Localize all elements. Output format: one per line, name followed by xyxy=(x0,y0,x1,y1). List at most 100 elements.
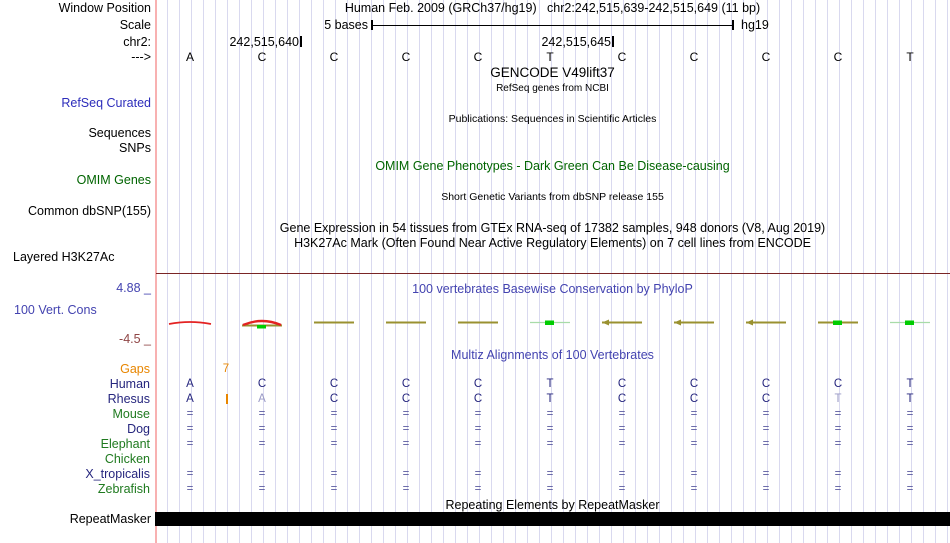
sequence-base: C xyxy=(689,50,699,64)
alignment-cell: = xyxy=(546,423,554,435)
track-title-multiz[interactable]: Multiz Alignments of 100 Vertebrates xyxy=(451,348,654,362)
track-label-chr2-[interactable]: chr2: xyxy=(123,35,151,49)
gridline xyxy=(923,0,924,543)
species-label-human[interactable]: Human xyxy=(109,377,150,391)
alignment-cell: = xyxy=(546,483,554,495)
track-label-common-dbsnp-155-[interactable]: Common dbSNP(155) xyxy=(28,204,151,218)
species-label-rhesus[interactable]: Rhesus xyxy=(107,392,150,406)
track-title-gtex[interactable]: Gene Expression in 54 tissues from GTEx … xyxy=(279,221,826,235)
track-title-publications[interactable]: Publications: Sequences in Scientific Ar… xyxy=(448,113,657,125)
sequence-base: A xyxy=(185,50,194,64)
species-label-gaps[interactable]: Gaps xyxy=(120,362,150,376)
conservation-mark xyxy=(598,315,646,329)
species-label-zebrafish[interactable]: Zebrafish xyxy=(97,482,150,496)
alignment-cell: = xyxy=(546,438,554,450)
gridline xyxy=(467,0,468,543)
track-title-refseq[interactable]: RefSeq genes from NCBI xyxy=(496,83,609,94)
track-title-conservation[interactable]: 100 vertebrates Basewise Conservation by… xyxy=(412,282,693,296)
species-label-mouse[interactable]: Mouse xyxy=(112,407,150,421)
alignment-cell: = xyxy=(762,483,770,495)
alignment-cell: = xyxy=(186,408,194,420)
track-label-omim-genes[interactable]: OMIM Genes xyxy=(76,173,151,187)
gridline xyxy=(551,0,552,543)
gridline xyxy=(275,0,276,543)
gridline xyxy=(347,0,348,543)
alignment-cell: C xyxy=(401,393,411,405)
track-label-refseq-curated[interactable]: RefSeq Curated xyxy=(61,96,151,110)
position-tick-left xyxy=(300,36,302,47)
species-label-elephant[interactable]: Elephant xyxy=(100,437,150,451)
track-label--[interactable]: ---> xyxy=(131,50,151,64)
gridline xyxy=(623,0,624,543)
browser-position-title: Human Feb. 2009 (GRCh37/hg19) chr2:242,5… xyxy=(344,1,761,15)
track-label-4-88-[interactable]: 4.88 _ xyxy=(116,281,151,295)
scale-bar-left-tick xyxy=(371,20,373,30)
alignment-cell: C xyxy=(473,378,483,390)
track-label-window-position[interactable]: Window Position xyxy=(58,1,151,15)
gridline xyxy=(935,0,936,543)
track-label-layered-h3k27ac[interactable]: Layered H3K27Ac xyxy=(13,250,115,264)
gridline xyxy=(371,0,372,543)
alignment-cell: = xyxy=(690,468,698,480)
conservation-mark xyxy=(166,315,214,329)
alignment-cell: C xyxy=(401,378,411,390)
repeat-masker-bar[interactable] xyxy=(155,512,950,526)
alignment-cell: = xyxy=(258,468,266,480)
gridline xyxy=(383,0,384,543)
alignment-cell: = xyxy=(906,423,914,435)
track-title-gencode[interactable]: GENCODE V49lift37 xyxy=(490,65,615,80)
track-label--4-5-[interactable]: -4.5 _ xyxy=(119,332,151,346)
track-title-dbsnp[interactable]: Short Genetic Variants from dbSNP releas… xyxy=(441,191,664,203)
gridline xyxy=(779,0,780,543)
alignment-cell: = xyxy=(474,483,482,495)
conservation-mark xyxy=(310,315,358,329)
alignment-cell: = xyxy=(474,408,482,420)
species-label-chicken[interactable]: Chicken xyxy=(104,452,150,466)
alignment-cell: = xyxy=(618,408,626,420)
gridline xyxy=(731,0,732,543)
alignment-cell: C xyxy=(833,378,843,390)
alignment-cell: C xyxy=(473,393,483,405)
species-label-dog[interactable]: Dog xyxy=(127,422,150,436)
track-label-repeatmasker[interactable]: RepeatMasker xyxy=(69,512,151,526)
conservation-mark xyxy=(526,315,574,329)
track-left-edge-line xyxy=(155,0,157,543)
alignment-cell: = xyxy=(546,408,554,420)
track-label-sequences[interactable]: Sequences xyxy=(88,126,151,140)
sequence-base: C xyxy=(401,50,411,64)
alignment-cell: = xyxy=(618,468,626,480)
alignment-cell: = xyxy=(186,438,194,450)
alignment-cell: = xyxy=(690,408,698,420)
track-title-omim[interactable]: OMIM Gene Phenotypes - Dark Green Can Be… xyxy=(375,159,730,173)
alignment-cell: = xyxy=(546,468,554,480)
alignment-cell: C xyxy=(761,378,771,390)
track-title-h3k27ac[interactable]: H3K27Ac Mark (Often Found Near Active Re… xyxy=(294,236,811,250)
track-title-repeatmasker[interactable]: Repeating Elements by RepeatMasker xyxy=(445,498,660,512)
gridline xyxy=(263,0,264,543)
gap-count: 7 xyxy=(222,363,230,375)
alignment-cell: = xyxy=(834,483,842,495)
gridline xyxy=(863,0,864,543)
gridline xyxy=(887,0,888,543)
assembly-label: hg19 xyxy=(741,18,769,32)
gridline xyxy=(323,0,324,543)
gridline xyxy=(635,0,636,543)
gridline xyxy=(491,0,492,543)
gridline xyxy=(875,0,876,543)
alignment-cell: = xyxy=(258,408,266,420)
alignment-cell: C xyxy=(257,378,267,390)
gridline xyxy=(611,0,612,543)
track-label-100-vert-cons[interactable]: 100 Vert. Cons xyxy=(14,303,97,317)
gridline xyxy=(215,0,216,543)
gridline xyxy=(299,0,300,543)
alignment-cell: A xyxy=(258,393,266,405)
species-label-x_tropicalis[interactable]: X_tropicalis xyxy=(85,467,150,481)
track-label-snps[interactable]: SNPs xyxy=(119,141,151,155)
alignment-cell: T xyxy=(546,378,554,390)
track-label-scale[interactable]: Scale xyxy=(119,18,151,32)
alignment-cell: = xyxy=(402,408,410,420)
alignment-cell: C xyxy=(761,393,771,405)
gridline xyxy=(527,0,528,543)
alignment-cell: C xyxy=(329,393,339,405)
